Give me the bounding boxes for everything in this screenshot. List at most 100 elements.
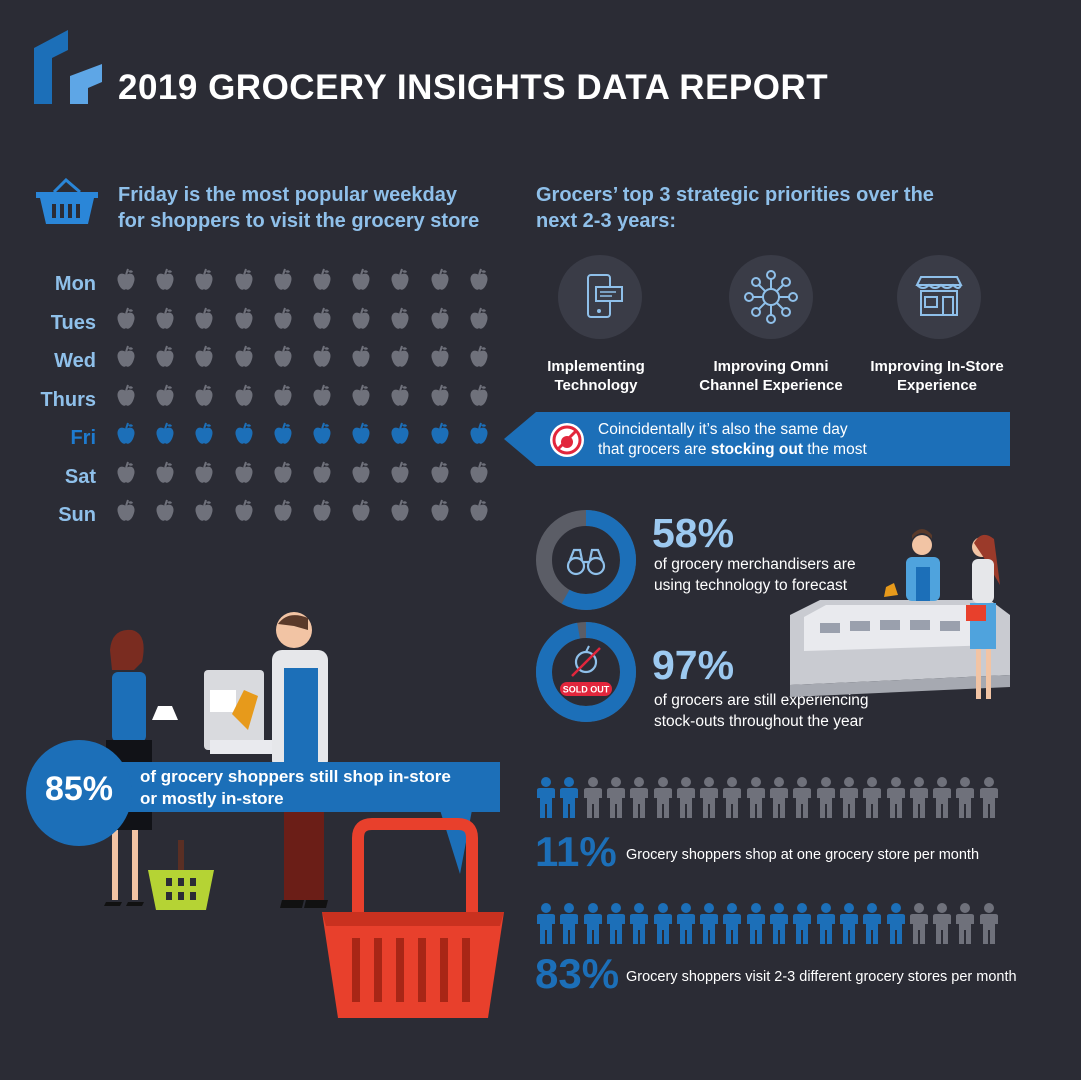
priority-label-technology: Implementing Technology (511, 357, 681, 395)
person-icon (886, 777, 905, 818)
apple-icon (195, 461, 213, 483)
person-icon (676, 777, 695, 818)
person-icon (583, 777, 602, 818)
apple-icon (391, 384, 409, 406)
weekday-pictogram: Mon Tues Wed Thurs Fri Sat Sun (0, 265, 500, 535)
apple-icon (470, 268, 488, 290)
person-icon (606, 903, 625, 944)
apple-icon (117, 384, 135, 406)
callout-text: Coincidentally it’s also the same day th… (598, 420, 867, 460)
callout-line1: Coincidentally it’s also the same day (598, 421, 848, 438)
priority-1-line1: Implementing (547, 358, 645, 375)
person-icon (863, 903, 882, 944)
day-label-sun: Sun (58, 504, 96, 526)
apple-icon (274, 422, 292, 444)
apple-icon (117, 307, 135, 329)
day-label-fri: Fri (70, 427, 96, 449)
apple-icon (431, 422, 449, 444)
person-icon (933, 777, 952, 818)
apple-icon (195, 345, 213, 367)
person-icon (653, 903, 672, 944)
apple-icon (391, 422, 409, 444)
merch-description: of grocery merchandisers are using techn… (654, 554, 856, 596)
apple-icon (235, 384, 253, 406)
apple-icon (195, 307, 213, 329)
person-icon (537, 903, 555, 944)
apple-icon (195, 422, 213, 444)
checkout-illustration (104, 612, 328, 908)
apple-icon (431, 268, 449, 290)
apple-icon (391, 345, 409, 367)
instore-line2: or mostly in-store (140, 789, 284, 808)
apple-icon (313, 461, 331, 483)
person-icon (676, 903, 695, 944)
person-icon (816, 777, 835, 818)
apple-icon (156, 499, 174, 521)
person-icon (560, 777, 579, 818)
apple-icon (470, 461, 488, 483)
person-icon (723, 903, 742, 944)
apple-icon (195, 268, 213, 290)
person-icon (816, 903, 835, 944)
person-icon (746, 903, 765, 944)
apple-icon (352, 461, 370, 483)
priority-2-line2: Channel Experience (699, 377, 843, 394)
sold-out-badge-text: SOLD OUT (563, 685, 610, 695)
one-store-description: Grocery shoppers shop at one grocery sto… (626, 847, 980, 863)
multi-store-description: Grocery shoppers visit 2-3 different gro… (626, 969, 1017, 985)
callout-line2-bold: stocking out (710, 441, 803, 458)
instore-line1: of grocery shoppers still shop in-store (140, 767, 451, 786)
deli-counter-illustration (790, 529, 1010, 699)
apple-icon (352, 499, 370, 521)
person-icon (979, 903, 998, 944)
apple-icon (313, 499, 331, 521)
person-icon (700, 903, 719, 944)
apple-icon (470, 345, 488, 367)
apple-icon (156, 384, 174, 406)
apple-icon (156, 268, 174, 290)
merch-percent: 58% (652, 510, 735, 556)
apple-icon (470, 307, 488, 329)
apple-icon (235, 422, 253, 444)
apple-icon (117, 499, 135, 521)
apple-icon (235, 307, 253, 329)
apple-icon (470, 499, 488, 521)
no-apple-icon (550, 423, 584, 457)
apple-icon (313, 384, 331, 406)
person-icon (863, 777, 882, 818)
priority-label-omnichannel: Improving Omni Channel Experience (686, 357, 856, 395)
weekday-heading-line1: Friday is the most popular weekday (118, 184, 457, 206)
apple-icon (274, 384, 292, 406)
day-label-mon: Mon (54, 273, 96, 295)
callout-line2-pre: that grocers are (598, 441, 711, 458)
person-icon (793, 903, 812, 944)
stockout-line1: of grocers are still experiencing (654, 692, 869, 709)
apple-icon (352, 384, 370, 406)
apple-icon (156, 307, 174, 329)
crossed-apple-icon (571, 645, 601, 677)
instore-percent-badge (26, 740, 132, 846)
green-basket-icon (148, 840, 214, 910)
apple-icon (117, 461, 135, 483)
day-label-thurs: Thurs (40, 388, 96, 411)
callout-banner (504, 412, 1010, 466)
apple-icon (117, 422, 135, 444)
basket-icon (36, 178, 98, 224)
person-icon (537, 777, 555, 818)
person-icon (933, 903, 952, 944)
network-hub-icon (729, 255, 813, 339)
person-icon (653, 777, 672, 818)
person-icon (583, 903, 602, 944)
donut-value-arc (536, 510, 636, 610)
person-icon (770, 903, 788, 944)
person-icon (746, 777, 765, 818)
stockout-donut-chart: SOLD OUT (536, 622, 636, 722)
apple-icon (274, 307, 292, 329)
apple-icon (431, 461, 449, 483)
priorities-heading-line1: Grocers’ top 3 strategic priorities over… (536, 184, 934, 206)
apple-icon (391, 307, 409, 329)
apple-icon (235, 268, 253, 290)
person-icon (560, 903, 579, 944)
apple-icon (470, 422, 488, 444)
